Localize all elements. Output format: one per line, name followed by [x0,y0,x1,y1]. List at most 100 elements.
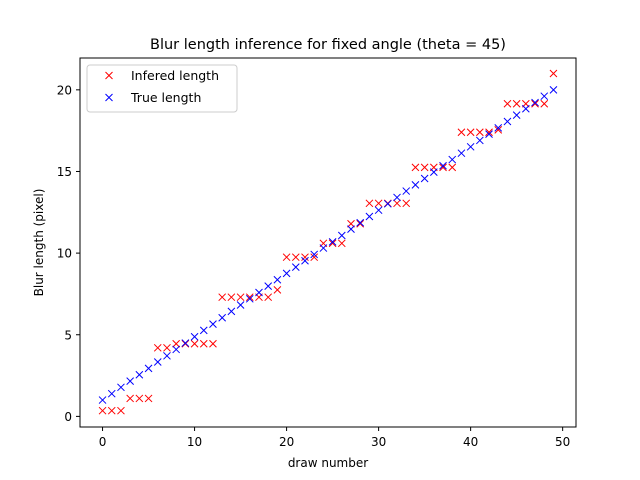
legend-marker [105,71,113,80]
data-point [273,275,282,284]
data-point [457,149,466,158]
data-point [448,155,457,164]
x-tick-label: 10 [187,435,202,449]
data-point [163,351,171,360]
data-point [319,244,328,252]
data-point [439,163,447,172]
data-point [457,128,466,137]
data-point [466,128,475,137]
data-point [135,370,144,379]
legend-marker-infered-length [105,71,113,80]
data-point [291,253,300,262]
legend: Infered length True length [86,64,238,113]
data-point [126,377,135,385]
series-infered-length [98,69,558,415]
data-point [411,181,420,189]
legend-label-infered-length: Infered length [131,68,219,83]
data-point [448,163,457,172]
data-point [144,394,153,403]
plot-area-frame [79,57,577,428]
data-point [172,345,181,354]
x-tick-label: 50 [555,435,570,449]
legend-box [86,64,238,113]
data-point [549,69,558,78]
data-point [135,394,144,403]
data-point [190,339,199,348]
legend-label-true-length: True length [130,90,201,105]
data-point [328,237,337,246]
data-point [503,117,512,126]
y-axis-ticks: 0 5 10 15 20 [57,83,80,424]
data-point [282,253,291,262]
chart-title: Blur length inference for fixed angle (t… [150,37,506,53]
data-point [291,263,300,272]
data-point [475,128,484,137]
y-tick-label: 20 [57,83,72,97]
data-point [494,124,503,132]
data-point [420,163,429,172]
data-point [374,206,383,215]
data-point [181,339,190,347]
data-point [98,396,107,404]
data-point [190,332,199,341]
data-point [153,358,162,366]
data-point [475,136,484,145]
x-tick-label: 20 [279,435,294,449]
x-tick-label: 30 [371,435,386,449]
x-axis-label: draw number [288,456,368,470]
data-point [245,293,254,302]
data-point [549,85,558,94]
data-point [540,99,549,108]
data-point [245,294,254,303]
data-point [310,250,319,259]
data-series [98,69,558,415]
data-point [117,406,125,415]
data-point [98,406,107,415]
data-point [310,253,319,262]
data-point [393,193,401,202]
data-point [236,293,245,302]
data-point [172,339,181,348]
data-point [209,320,217,328]
data-point [227,307,236,316]
data-point [503,99,512,108]
data-point [521,104,530,113]
data-point [107,406,116,415]
data-point [153,343,162,352]
data-point [439,161,447,170]
data-point [209,339,217,348]
y-tick-label: 5 [64,328,72,342]
y-tick-label: 0 [64,410,72,424]
data-point [199,326,208,335]
data-point [383,199,392,208]
data-point [429,168,438,176]
data-point [356,218,365,227]
data-point [485,130,493,138]
x-tick-label: 0 [99,435,107,449]
data-point [512,99,521,108]
data-point [236,301,245,309]
data-point [402,187,411,195]
data-point [402,199,411,208]
data-point [365,212,374,221]
data-point [494,125,503,134]
data-point [337,231,346,240]
data-point [393,199,401,208]
data-point [531,99,539,108]
data-point [264,293,273,302]
data-point [374,199,383,208]
legend-marker-true-length [105,93,113,102]
x-tick-label: 40 [463,435,478,449]
data-point [466,142,475,151]
data-point [365,199,374,208]
data-point [301,253,309,262]
data-point [301,256,309,265]
data-point [163,343,171,352]
data-point [356,219,365,228]
data-point [540,92,549,101]
data-point [126,394,135,403]
data-point [411,163,420,172]
data-point [337,239,346,248]
data-point [255,288,263,297]
series-true-length [98,85,558,404]
